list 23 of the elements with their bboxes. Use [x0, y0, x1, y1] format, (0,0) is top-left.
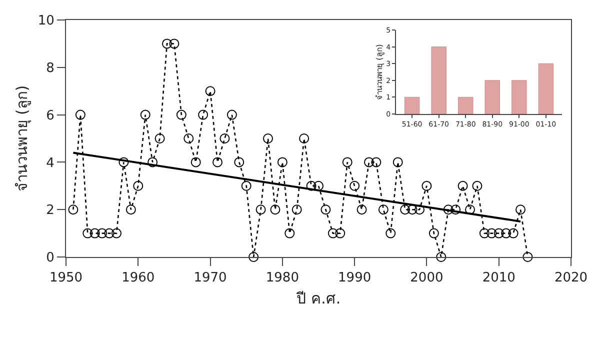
- y-tick-label: 10: [38, 14, 54, 29]
- y-axis-title: จำนวนพายุ (ลูก): [13, 85, 32, 192]
- x-tick-label: 1970: [194, 270, 227, 286]
- y-tick-label: 0: [46, 250, 54, 266]
- bar: [431, 46, 446, 114]
- y-tick-label: 6: [46, 108, 54, 124]
- y-tick-label: 8: [46, 60, 54, 76]
- x-tick-label: 2020: [554, 270, 588, 286]
- x-tick-label: 2010: [482, 270, 516, 286]
- y-axis-title: จำนวนพายุ (ลูก): [374, 44, 385, 100]
- x-axis-title: ปี ค.ศ.: [295, 290, 341, 308]
- x-tick-label: 1980: [266, 270, 299, 286]
- bar: [458, 96, 474, 114]
- x-tick-label: 1990: [338, 270, 372, 286]
- y-tick-label: 4: [46, 156, 54, 171]
- y-tick-label: 2: [46, 203, 54, 218]
- x-tick-label: 1960: [122, 270, 155, 286]
- bar: [484, 80, 500, 114]
- x-tick-label: 1950: [49, 270, 83, 286]
- x-tick-label: 2000: [410, 270, 444, 286]
- bar: [404, 96, 420, 114]
- bar: [538, 63, 554, 114]
- bar: [512, 80, 527, 114]
